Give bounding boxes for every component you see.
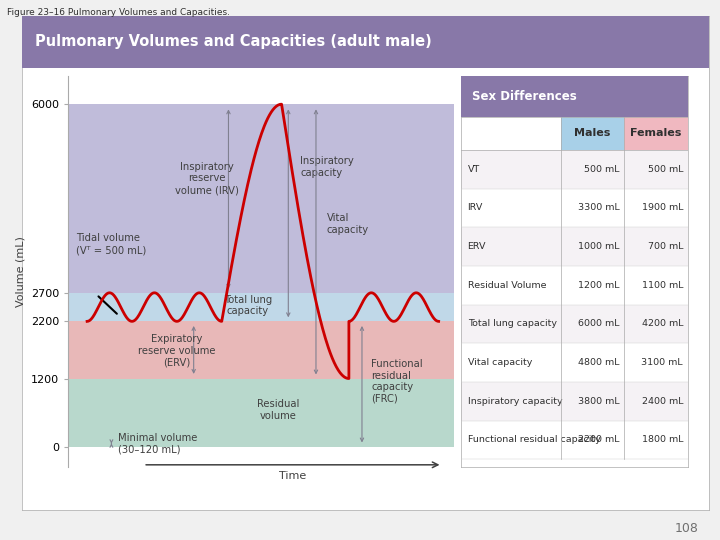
Text: Minimal volume
(30–120 mL): Minimal volume (30–120 mL) [118,433,197,454]
Text: Figure 23–16 Pulmonary Volumes and Capacities.: Figure 23–16 Pulmonary Volumes and Capac… [7,8,230,17]
Text: 1000 mL: 1000 mL [578,242,619,251]
Text: Functional
residual
capacity
(FRC): Functional residual capacity (FRC) [372,359,423,404]
Bar [461,266,688,305]
Bar [461,227,688,266]
Bar [624,117,688,150]
Bar [461,343,688,382]
Text: Inspiratory
reserve
volume (IRV): Inspiratory reserve volume (IRV) [175,162,239,195]
Text: 4200 mL: 4200 mL [642,320,683,328]
Text: Tidal volume
(Vᵀ = 500 mL): Tidal volume (Vᵀ = 500 mL) [76,233,146,255]
Bar [461,421,688,459]
Y-axis label: Volume (mL): Volume (mL) [16,236,26,307]
Text: 1200 mL: 1200 mL [578,281,619,290]
Text: ERV: ERV [467,242,486,251]
Text: 2400 mL: 2400 mL [642,397,683,406]
Text: 3300 mL: 3300 mL [578,204,619,212]
Text: Pulmonary Volumes and Capacities (adult male): Pulmonary Volumes and Capacities (adult … [35,35,432,49]
Text: Vital
capacity: Vital capacity [326,213,369,235]
Text: Inspiratory capacity: Inspiratory capacity [467,397,562,406]
Bar [68,104,454,321]
Text: 500 mL: 500 mL [584,165,619,174]
Bar [561,117,624,150]
Text: 108: 108 [675,522,698,535]
Text: 1100 mL: 1100 mL [642,281,683,290]
Bar [461,188,688,227]
Text: 500 mL: 500 mL [647,165,683,174]
Bar [461,76,688,117]
Text: Females: Females [630,129,682,138]
Text: Residual Volume: Residual Volume [467,281,546,290]
Text: Time: Time [279,471,307,481]
Bar [68,104,454,293]
Bar [68,321,454,379]
Text: 3100 mL: 3100 mL [642,358,683,367]
Bar [461,305,688,343]
Bar [68,379,454,447]
Text: Functional residual capacity: Functional residual capacity [467,435,600,444]
Text: 1800 mL: 1800 mL [642,435,683,444]
Text: Residual
volume: Residual volume [256,399,299,421]
Text: VT: VT [467,165,480,174]
Text: 2200 mL: 2200 mL [578,435,619,444]
Text: Total lung capacity: Total lung capacity [467,320,557,328]
Text: Vital capacity: Vital capacity [467,358,532,367]
Text: IRV: IRV [467,204,483,212]
Text: 6000 mL: 6000 mL [578,320,619,328]
Bar [461,150,688,188]
Text: Inspiratory
capacity: Inspiratory capacity [300,156,354,178]
Text: 700 mL: 700 mL [647,242,683,251]
Text: Total lung
capacity: Total lung capacity [224,294,272,316]
Text: Expiratory
reserve volume
(ERV): Expiratory reserve volume (ERV) [138,334,215,368]
Text: Males: Males [574,129,611,138]
Bar [461,382,688,421]
Text: 3800 mL: 3800 mL [578,397,619,406]
Text: 4800 mL: 4800 mL [578,358,619,367]
Text: Sex Differences: Sex Differences [472,90,577,103]
Text: 1900 mL: 1900 mL [642,204,683,212]
